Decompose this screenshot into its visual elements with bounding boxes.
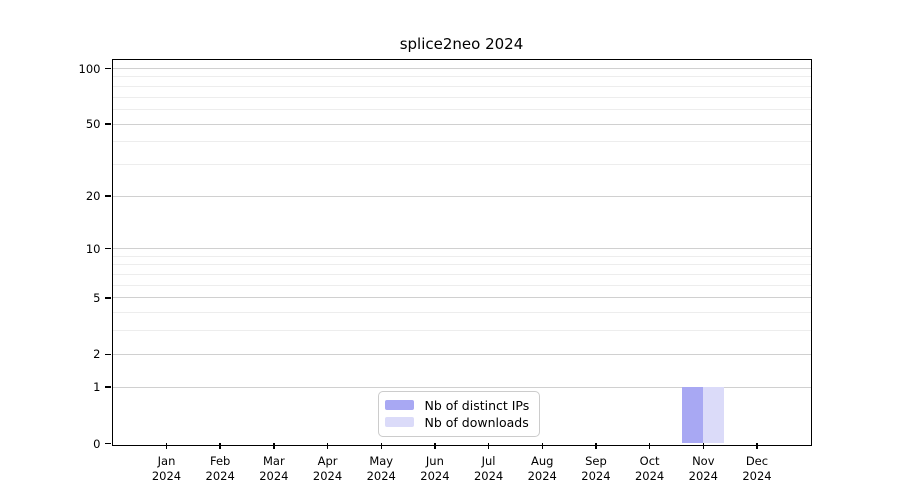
gridline-minor xyxy=(112,76,811,78)
x-tick-label: Dec 2024 xyxy=(742,453,772,483)
x-tick-mark xyxy=(648,443,651,449)
legend-entry-distinct-ips: Nb of distinct IPs xyxy=(384,397,530,414)
y-tick-label: 10 xyxy=(85,241,101,256)
x-tick-mark xyxy=(434,443,436,449)
y-tick-label: 50 xyxy=(85,117,101,132)
legend-entry-downloads: Nb of downloads xyxy=(384,414,530,431)
legend: Nb of distinct IPs Nb of downloads xyxy=(377,390,541,437)
y-tick-mark xyxy=(105,247,111,250)
y-tick-mark xyxy=(105,195,111,197)
x-tick-label: May 2024 xyxy=(366,453,396,483)
x-tick-label: Jul 2024 xyxy=(473,453,504,483)
x-tick-label: Nov 2024 xyxy=(688,453,718,483)
gridline-minor xyxy=(112,284,811,286)
axis-layer: 0 1 2 5 10 20 50 100 Jan 2024 Feb 2024 Mar 2024 Apr… xyxy=(79,60,811,483)
gridline-minor xyxy=(112,85,811,87)
y-tick-mark xyxy=(105,297,111,299)
gridline-major xyxy=(112,123,811,125)
legend-swatch-distinct-ips xyxy=(384,400,414,410)
y-tick-label: 1 xyxy=(93,380,101,395)
y-tick-mark xyxy=(105,442,111,445)
y-tick-mark xyxy=(105,353,111,355)
gridline-minor xyxy=(112,330,811,332)
legend-label-distinct-ips: Nb of distinct IPs xyxy=(424,397,530,413)
x-tick-label: Mar 2024 xyxy=(259,453,289,483)
y-tick-label: 20 xyxy=(85,189,101,204)
grid-layer xyxy=(112,60,811,445)
bars-layer xyxy=(113,60,811,445)
x-tick-mark xyxy=(541,443,543,449)
gridline-minor xyxy=(112,108,811,110)
x-tick-mark xyxy=(219,443,221,449)
gridline-major xyxy=(112,195,811,197)
x-tick-label: Jun 2024 xyxy=(420,453,450,483)
y-tick-label: 5 xyxy=(93,290,101,305)
x-tick-mark xyxy=(756,443,758,449)
x-tick-mark xyxy=(165,443,168,449)
gridline-minor xyxy=(112,141,811,143)
x-tick-mark xyxy=(702,443,704,449)
chart-title: splice2neo 2024 xyxy=(399,35,524,53)
gridline-major xyxy=(112,297,811,299)
legend-label-downloads: Nb of downloads xyxy=(424,414,529,430)
gridline-minor xyxy=(112,274,811,276)
x-tick-label: Oct 2024 xyxy=(634,453,665,483)
y-tick-mark xyxy=(105,386,111,388)
x-tick-label: Sep 2024 xyxy=(581,453,611,483)
bar-downloads xyxy=(703,387,725,444)
x-tick-label: Apr 2024 xyxy=(312,453,343,483)
gridline-minor xyxy=(112,312,811,314)
gridline-major xyxy=(112,68,811,69)
x-tick-mark xyxy=(595,443,597,449)
legend-swatch-downloads xyxy=(384,417,414,427)
y-tick-label: 2 xyxy=(93,347,101,362)
x-tick-label: Jan 2024 xyxy=(151,453,182,483)
gridline-minor xyxy=(112,163,811,165)
y-tick-label: 100 xyxy=(78,61,101,76)
gridline-minor xyxy=(112,264,811,266)
y-tick-mark xyxy=(105,67,111,70)
y-tick-mark xyxy=(105,123,111,125)
gridline-minor xyxy=(112,96,811,98)
gridline-major xyxy=(112,248,811,250)
x-tick-label: Aug 2024 xyxy=(527,453,557,483)
x-tick-label: Feb 2024 xyxy=(205,453,235,483)
x-tick-mark xyxy=(326,443,329,449)
gridline-major xyxy=(112,353,811,355)
x-tick-mark xyxy=(380,443,382,449)
gridline-minor xyxy=(112,255,811,257)
gridline-major xyxy=(112,386,811,388)
y-tick-label: 0 xyxy=(93,436,101,451)
x-tick-mark xyxy=(487,443,490,449)
x-tick-mark xyxy=(273,443,275,449)
plot-area: 0 1 2 5 10 20 50 100 Jan 2024 Feb 2024 Mar 2024 Apr… xyxy=(79,58,812,483)
bar-distinct-ips xyxy=(682,387,704,444)
